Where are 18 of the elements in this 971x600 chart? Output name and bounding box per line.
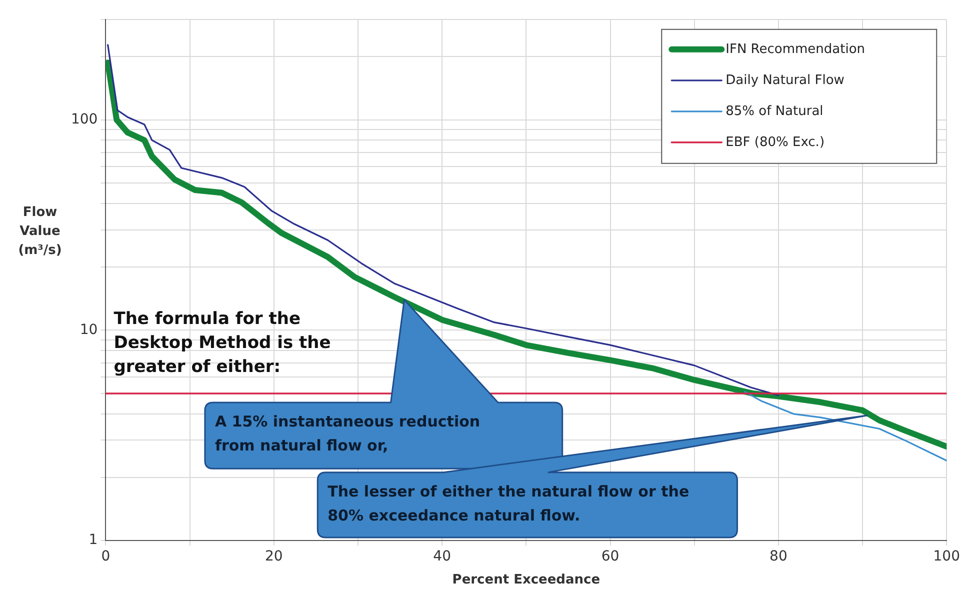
annotation: A 15% instantaneous reduction from natural flow or, — [214, 412, 480, 454]
annotation: The formula for the Desktop Method is the greater of either: — [114, 309, 331, 378]
x-tick-label: 100 — [933, 548, 960, 565]
legend-label: Daily Natural Flow — [726, 72, 845, 88]
y-tick-label: 10 — [80, 322, 98, 338]
x-tick-label: 60 — [601, 548, 620, 565]
x-axis-title: Percent Exceedance — [452, 572, 600, 588]
legend-label: 85% of Natural — [726, 104, 824, 119]
legend-label: IFN Recommendation — [726, 42, 866, 57]
x-tick-label: 20 — [264, 548, 283, 565]
y-tick-label: 100 — [70, 111, 98, 128]
x-tick-label: 80 — [770, 548, 788, 565]
annotation: The lesser of either the natural flow or the 80% exceedance natural flow. — [328, 482, 690, 524]
y-tick-label: 1 — [88, 532, 98, 548]
x-tick-label: 0 — [101, 548, 110, 565]
legend-label: EBF (80% Exc.) — [726, 134, 825, 150]
x-tick-label: 40 — [433, 548, 452, 565]
y-axis-title: Flow Value (m³/s) — [17, 204, 63, 260]
